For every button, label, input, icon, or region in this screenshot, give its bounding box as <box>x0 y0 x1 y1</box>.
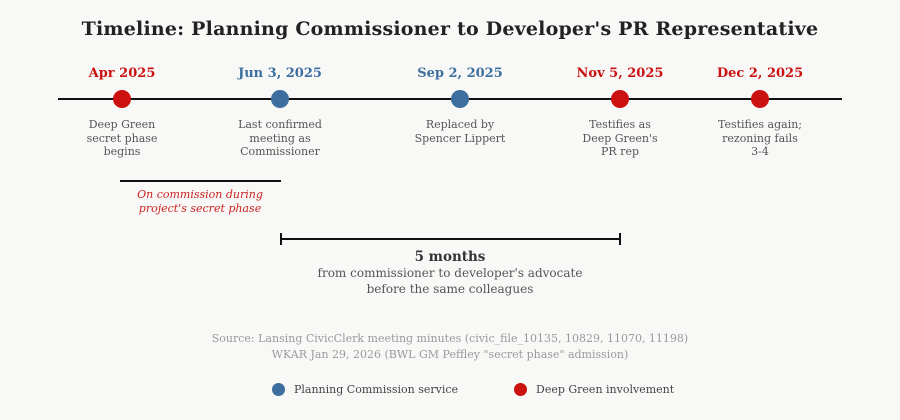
event-date: Dec 2, 2025 <box>716 66 804 81</box>
legend-label: Planning Commission service <box>294 383 459 396</box>
secret-phase-annotation: On commission during project's secret ph… <box>137 188 263 215</box>
legend-red-dot-icon <box>514 383 527 396</box>
event-dot-icon <box>611 90 629 108</box>
timeline-axis-line <box>58 98 842 100</box>
event-description: Last confirmed meeting as Commissioner <box>238 118 322 158</box>
legend-item-planning-commission: Planning Commission service <box>272 383 458 396</box>
event-date: Sep 2, 2025 <box>417 66 503 81</box>
secret-phase-overline <box>120 180 281 182</box>
page-title: Timeline: Planning Commissioner to Devel… <box>81 18 819 40</box>
span-bracket-left-tick <box>280 233 282 245</box>
event-dot-icon <box>271 90 289 108</box>
span-bracket-line <box>280 238 621 240</box>
event-description: Testifies again; rezoning fails 3-4 <box>717 118 803 158</box>
source-citation: Source: Lansing CivicClerk meeting minut… <box>211 332 689 361</box>
span-duration-subtext: from commissioner to developer's advocat… <box>317 266 583 296</box>
event-dot-icon <box>751 90 769 108</box>
event-date: Jun 3, 2025 <box>238 66 322 81</box>
legend-blue-dot-icon <box>272 383 285 396</box>
legend-item-deep-green: Deep Green involvement <box>514 383 674 396</box>
event-date: Apr 2025 <box>88 66 156 81</box>
event-date: Nov 5, 2025 <box>576 66 664 81</box>
event-dot-icon <box>451 90 469 108</box>
event-description: Replaced by Spencer Lippert <box>414 118 506 145</box>
event-description: Testifies as Deep Green's PR rep <box>582 118 658 158</box>
event-dot-icon <box>113 90 131 108</box>
legend-label: Deep Green involvement <box>536 383 675 396</box>
event-description: Deep Green secret phase begins <box>86 118 158 158</box>
span-duration-label: 5 months <box>414 249 486 265</box>
span-bracket-right-tick <box>619 233 621 245</box>
